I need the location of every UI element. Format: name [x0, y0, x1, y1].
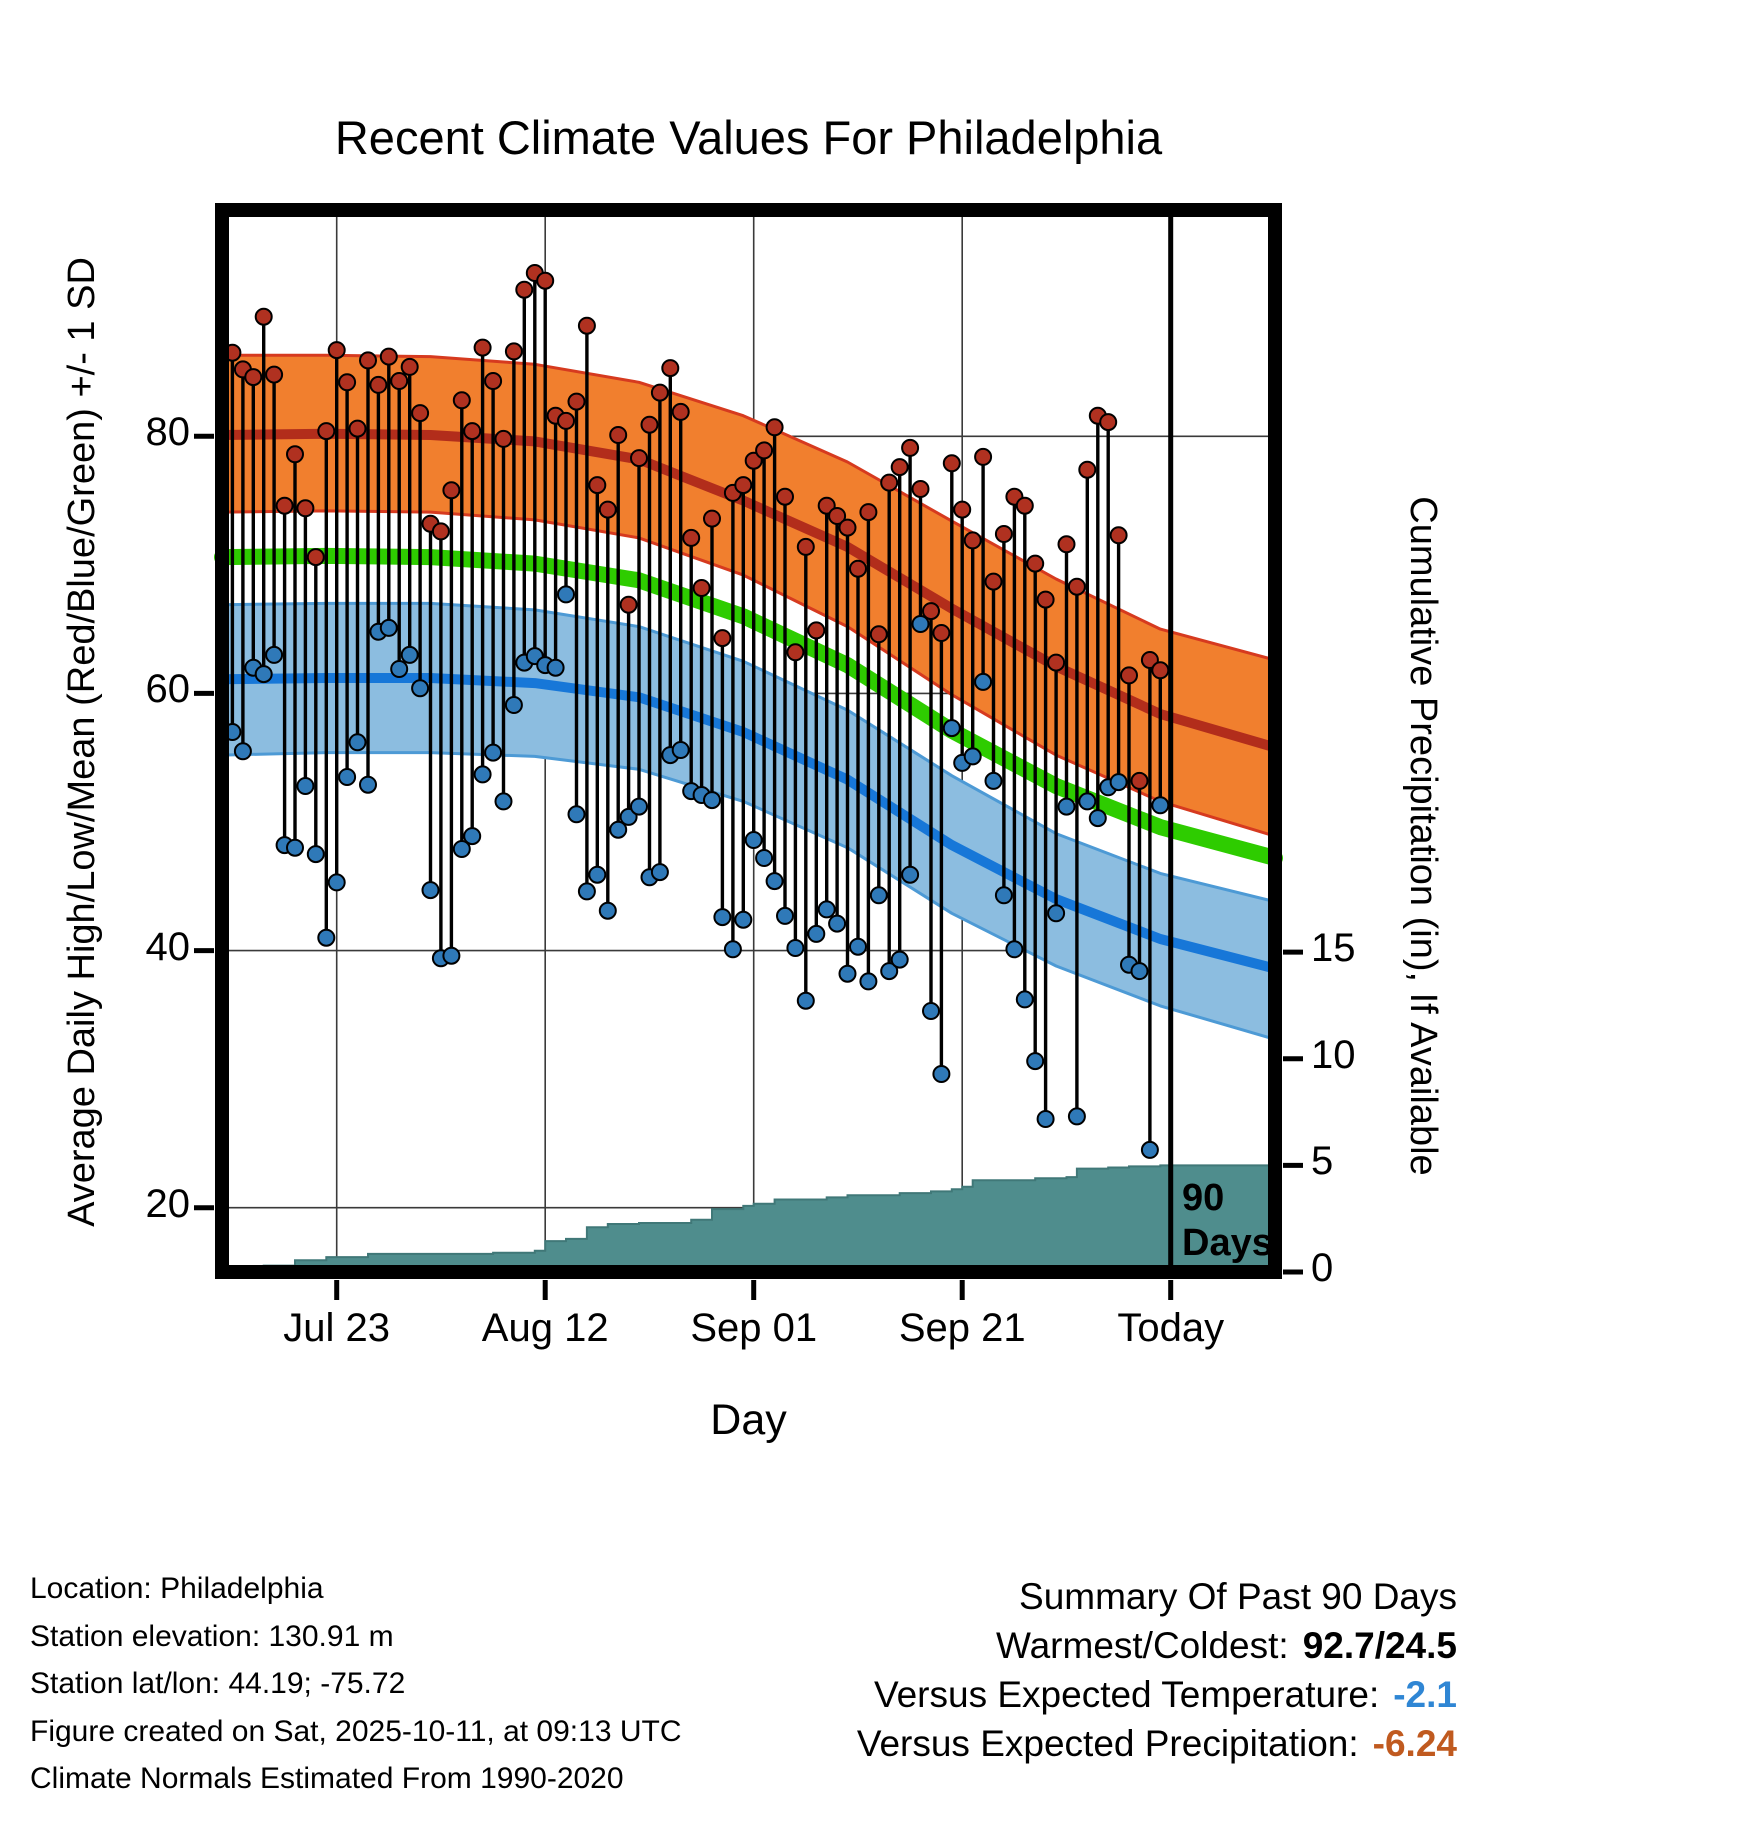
temp-tick-label: 20 [145, 1181, 191, 1226]
summary-value-temp-departure: -2.1 [1393, 1674, 1457, 1715]
x-tick-label: Sep 21 [898, 1306, 1026, 1350]
summary-row-warmest-coldest: Warmest/Coldest: 92.7/24.5 [857, 1621, 1457, 1670]
summary-title: Summary Of Past 90 Days [1019, 1576, 1457, 1617]
footer-elevation: Station elevation: 130.91 m [30, 1619, 394, 1653]
footer-location: Location: Philadelphia [30, 1572, 324, 1605]
x-axis-label: Day [710, 1396, 787, 1444]
precip-tick-label: 5 [1311, 1139, 1334, 1184]
footer-latlon: Station lat/lon: 44.19; -75.72 [30, 1667, 406, 1700]
summary-row-precip-departure: Versus Expected Precipitation: -6.24 [857, 1719, 1457, 1768]
right-axis-label: Cumulative Precipitation (in), If Availa… [1402, 496, 1444, 1176]
x-tick-label: Today [1117, 1306, 1225, 1350]
footer-created: Figure created on Sat, 2025-10-11, at 09… [30, 1714, 682, 1748]
chart-title: Recent Climate Values For Philadelphia [334, 111, 1163, 164]
precip-tick-label: 0 [1311, 1246, 1334, 1290]
temp-tick-label: 40 [145, 924, 191, 969]
today-period-label: 90 Days [1182, 1176, 1273, 1266]
temp-tick-label: 60 [145, 667, 191, 712]
x-tick-label: Aug 12 [481, 1306, 609, 1350]
summary-value-precip-departure: -6.24 [1372, 1723, 1457, 1764]
temp-tick-label: 80 [145, 410, 191, 455]
summary-label-warmest-coldest: Warmest/Coldest: [996, 1625, 1289, 1666]
summary-label-temp-departure: Versus Expected Temperature: [873, 1674, 1380, 1715]
x-tick-label: Jul 23 [283, 1306, 391, 1350]
summary-row-temp-departure: Versus Expected Temperature: -2.1 [857, 1670, 1457, 1719]
footer-normals: Climate Normals Estimated From 1990-2020 [30, 1762, 624, 1795]
x-tick-label: Sep 01 [690, 1306, 818, 1350]
summary-label-precip-departure: Versus Expected Precipitation: [856, 1723, 1359, 1764]
summary-value-warmest-coldest: 92.7/24.5 [1302, 1625, 1457, 1666]
precip-tick-label: 10 [1311, 1032, 1356, 1077]
figure-footer: Location: Philadelphia Station elevation… [30, 1565, 682, 1803]
today-period-label-line1: 90 [1182, 1177, 1225, 1219]
left-axis-label: Average Daily High/Low/Mean (Red/Blue/Gr… [61, 257, 103, 1227]
precip-tick-label: 15 [1311, 926, 1356, 971]
summary-panel: Summary Of Past 90 Days Warmest/Coldest:… [857, 1572, 1457, 1768]
today-period-label-line2: Days [1182, 1222, 1273, 1264]
